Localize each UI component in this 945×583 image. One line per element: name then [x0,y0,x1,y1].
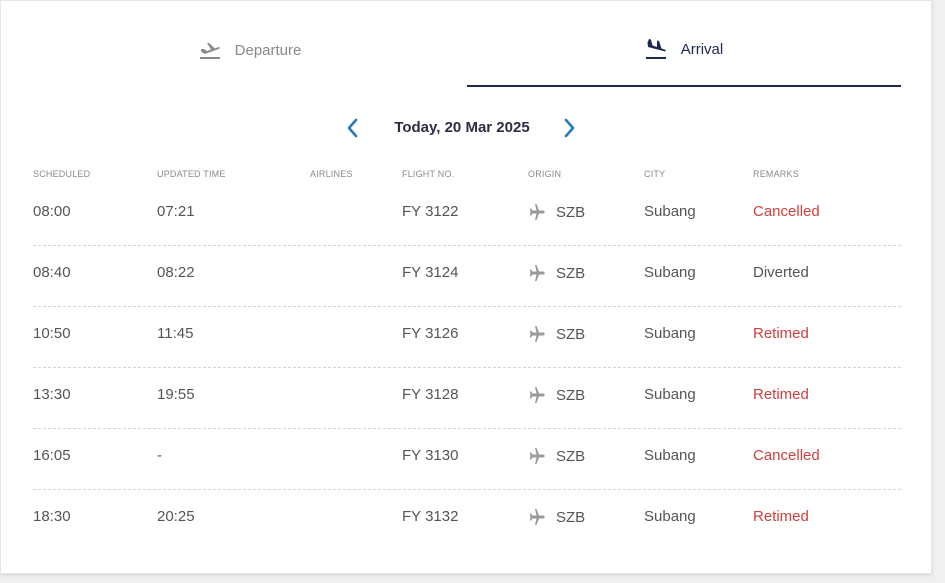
header-remarks: REMARKS [753,169,799,179]
origin-code: SZB [556,203,586,221]
flight-number: FY 3124 [402,264,459,281]
tab-arrival-label: Arrival [680,40,724,58]
table-row[interactable]: 10:50 11:45 FY 3126 SZB Subang Retimed [33,307,901,368]
flight-number: FY 3132 [402,508,459,525]
plane-icon [528,447,546,465]
header-city: CITY [644,169,666,179]
origin-cell: SZB [528,508,585,526]
table-row[interactable]: 08:00 07:21 FY 3122 SZB Subang Cancelled [33,185,901,246]
header-origin: ORIGIN [528,169,562,179]
remarks-status: Retimed [753,386,809,403]
current-date: Today, 20 Mar 2025 [394,119,530,136]
remarks-status: Cancelled [753,203,820,220]
city-name: Subang [644,203,696,220]
updated-time: 19:55 [157,386,195,403]
flight-number: FY 3122 [402,203,459,220]
flight-number: FY 3130 [402,447,459,464]
tab-departure[interactable]: Departure [33,1,467,87]
city-name: Subang [644,508,696,525]
origin-code: SZB [556,264,586,282]
scheduled-time: 10:50 [33,325,71,342]
updated-time: - [157,447,162,464]
plane-icon [528,386,546,404]
remarks-status: Retimed [753,508,809,525]
origin-cell: SZB [528,325,585,343]
origin-code: SZB [556,447,586,465]
header-scheduled: SCHEDULED [33,169,91,179]
scheduled-time: 08:00 [33,203,71,220]
origin-cell: SZB [528,386,585,404]
table-row[interactable]: 13:30 19:55 FY 3128 SZB Subang Retimed [33,368,901,429]
header-updated-time: UPDATED TIME [157,169,226,179]
scheduled-time: 13:30 [33,386,71,403]
updated-time: 08:22 [157,264,195,281]
origin-code: SZB [556,325,586,343]
origin-code: SZB [556,386,586,404]
city-name: Subang [644,447,696,464]
origin-cell: SZB [528,203,585,221]
updated-time: 07:21 [157,203,195,220]
table-row[interactable]: 18:30 20:25 FY 3132 SZB Subang Retimed [33,490,901,550]
scheduled-time: 08:40 [33,264,71,281]
origin-cell: SZB [528,264,585,282]
table-body: 08:00 07:21 FY 3122 SZB Subang Cancelled… [33,185,901,550]
flight-number: FY 3126 [402,325,459,342]
tab-bar: Departure Arrival [33,1,901,87]
updated-time: 20:25 [157,508,195,525]
tab-departure-label: Departure [234,41,302,59]
header-flight-no: FLIGHT NO. [402,169,455,179]
flight-board-card: Departure Arrival Today, 20 Mar 2025 [0,0,932,574]
scheduled-time: 18:30 [33,508,71,525]
remarks-status: Diverted [753,264,809,281]
flight-number: FY 3128 [402,386,459,403]
table-row[interactable]: 08:40 08:22 FY 3124 SZB Subang Diverted [33,246,901,307]
chevron-right-icon[interactable] [561,118,577,138]
remarks-status: Retimed [753,325,809,342]
plane-icon [528,508,546,526]
scheduled-time: 16:05 [33,447,71,464]
header-airlines: AIRLINES [310,169,353,179]
flights-table: SCHEDULED UPDATED TIME AIRLINES FLIGHT N… [33,163,901,550]
plane-icon [528,264,546,282]
city-name: Subang [644,386,696,403]
updated-time: 11:45 [157,325,194,342]
plane-icon [528,203,546,221]
remarks-status: Cancelled [753,447,820,464]
city-name: Subang [644,325,696,342]
chevron-left-icon[interactable] [345,118,361,138]
tab-arrival[interactable]: Arrival [467,1,901,87]
plane-icon [528,325,546,343]
origin-code: SZB [556,508,586,526]
origin-cell: SZB [528,447,585,465]
departure-plane-icon [199,40,221,60]
arrival-plane-icon [645,38,667,60]
table-row[interactable]: 16:05 - FY 3130 SZB Subang Cancelled [33,429,901,490]
date-navigator: Today, 20 Mar 2025 [1,109,933,147]
table-header: SCHEDULED UPDATED TIME AIRLINES FLIGHT N… [33,163,901,185]
city-name: Subang [644,264,696,281]
